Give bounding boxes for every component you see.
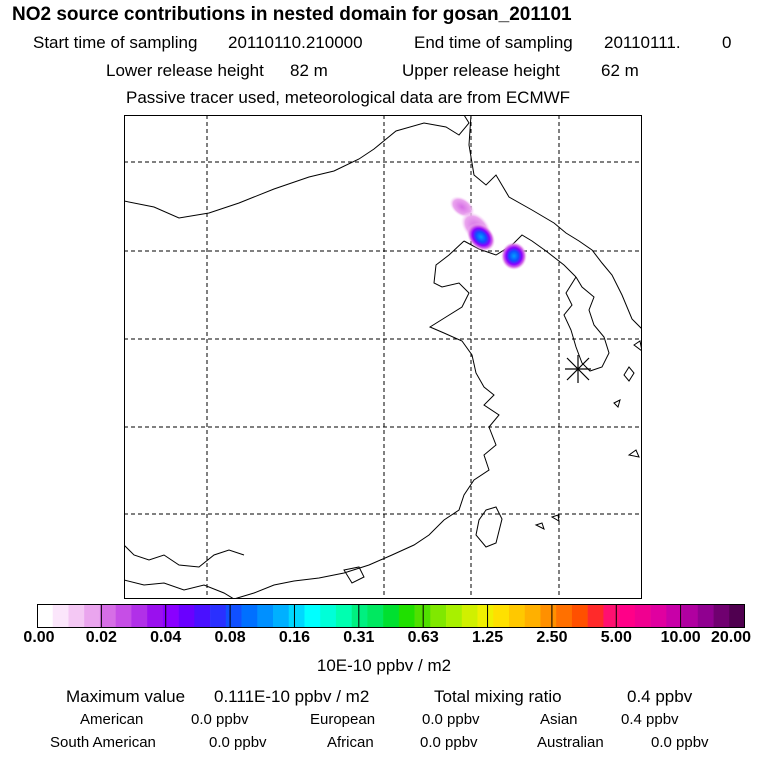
map-frame <box>124 115 642 599</box>
upper-height-value: 62 m <box>601 61 639 80</box>
colorbar-cell <box>414 604 431 628</box>
region-name: Asian <box>540 711 578 728</box>
max-value-label: Maximum value <box>66 687 186 706</box>
colorbar-cell <box>115 604 132 628</box>
colorbar-cell <box>556 604 573 628</box>
colorbar-unit: 10E-10 ppbv / m2 <box>316 656 452 675</box>
colorbar-tick-label: 0.04 <box>150 629 182 646</box>
colorbar-tick-label: 1.25 <box>471 629 504 646</box>
station-marker-icon <box>565 355 591 383</box>
region-value: 0.0 ppbv <box>191 711 249 728</box>
colorbar-cell <box>288 604 305 628</box>
start-time-value: 20110110.210000 <box>228 33 363 52</box>
colorbar-cell <box>241 604 258 628</box>
colorbar-cell <box>273 604 290 628</box>
coastlines <box>124 115 642 599</box>
colorbar-tick-label: 0.63 <box>407 629 439 646</box>
colorbar-cell <box>430 604 447 628</box>
colorbar-cell <box>650 604 667 628</box>
tracer-plume <box>449 196 527 270</box>
page-title: NO2 source contributions in nested domai… <box>12 4 572 25</box>
end-time-label: End time of sampling <box>414 33 573 52</box>
tracer-note: Passive tracer used, meteorological data… <box>126 88 571 107</box>
colorbar-cell <box>367 604 384 628</box>
colorbar-cell <box>682 604 699 628</box>
colorbar-cell <box>162 604 179 628</box>
start-time-label: Start time of sampling <box>33 33 198 52</box>
colorbar-cell <box>335 604 352 628</box>
colorbar-tick-label: 20.00 <box>710 629 752 646</box>
end-time-value: 20110111. <box>604 33 681 52</box>
colorbar-cell <box>446 604 463 628</box>
colorbar-tick-label: 0.08 <box>214 629 246 646</box>
colorbar-cell <box>210 604 227 628</box>
colorbar-cell <box>351 604 368 628</box>
lower-height-value: 82 m <box>290 61 328 80</box>
colorbar-tick-label: 0.02 <box>85 629 117 646</box>
region-value: 0.0 ppbv <box>422 711 480 728</box>
colorbar-cell <box>697 604 714 628</box>
colorbar-tick-label: 2.50 <box>536 629 568 646</box>
region-value: 0.4 ppbv <box>621 711 679 728</box>
end-time-extra: 0 <box>722 33 732 52</box>
colorbar-cell <box>37 604 54 628</box>
colorbar-tick-label: 0.00 <box>23 629 55 646</box>
colorbar-cell <box>540 604 557 628</box>
map-panel <box>124 115 642 599</box>
colorbar-cell <box>84 604 101 628</box>
region-name: South American <box>50 734 156 751</box>
colorbar-cell <box>147 604 164 628</box>
colorbar-tick-label: 0.31 <box>343 629 375 646</box>
colorbar-tick-label: 0.16 <box>278 629 311 646</box>
max-value: 0.111E-10 ppbv / m2 <box>214 687 370 706</box>
colorbar-cell <box>99 604 116 628</box>
colorbar-cell <box>729 604 745 628</box>
colorbar-cell <box>524 604 541 628</box>
colorbar-cell <box>257 604 274 628</box>
colorbar <box>37 604 745 628</box>
colorbar-cell <box>666 604 683 628</box>
colorbar-cell <box>634 604 651 628</box>
colorbar-cell <box>225 604 242 628</box>
colorbar-cell <box>477 604 494 628</box>
colorbar-cell <box>398 604 415 628</box>
colorbar-cell <box>509 604 526 628</box>
graticule <box>124 115 642 599</box>
colorbar-tick-label: 5.00 <box>600 629 632 646</box>
colorbar-cell <box>320 604 337 628</box>
map-content <box>124 115 642 599</box>
colorbar-cell <box>571 604 588 628</box>
region-name: African <box>327 734 374 751</box>
colorbar-tick-label: 10.00 <box>660 629 701 646</box>
colorbar-cell <box>461 604 478 628</box>
total-mixing-value: 0.4 ppbv <box>627 687 693 706</box>
colorbar-cell <box>713 604 730 628</box>
region-value: 0.0 ppbv <box>651 734 709 751</box>
colorbar-cell <box>52 604 69 628</box>
region-value: 0.0 ppbv <box>209 734 267 751</box>
region-name: Australian <box>537 734 604 751</box>
colorbar-cell <box>68 604 85 628</box>
colorbar-cell <box>603 604 620 628</box>
region-name: European <box>310 711 376 728</box>
colorbar-cell <box>619 604 636 628</box>
colorbar-cell <box>493 604 510 628</box>
colorbar-cell <box>587 604 604 628</box>
colorbar-cell <box>383 604 400 628</box>
colorbar-cell <box>304 604 321 628</box>
total-mixing-label: Total mixing ratio <box>434 687 562 706</box>
colorbar-cell <box>178 604 195 628</box>
colorbar-cell <box>194 604 211 628</box>
upper-height-label: Upper release height <box>402 61 560 80</box>
region-name: American <box>80 711 144 728</box>
region-value: 0.0 ppbv <box>420 734 478 751</box>
lower-height-label: Lower release height <box>106 61 264 80</box>
colorbar-cell <box>131 604 148 628</box>
